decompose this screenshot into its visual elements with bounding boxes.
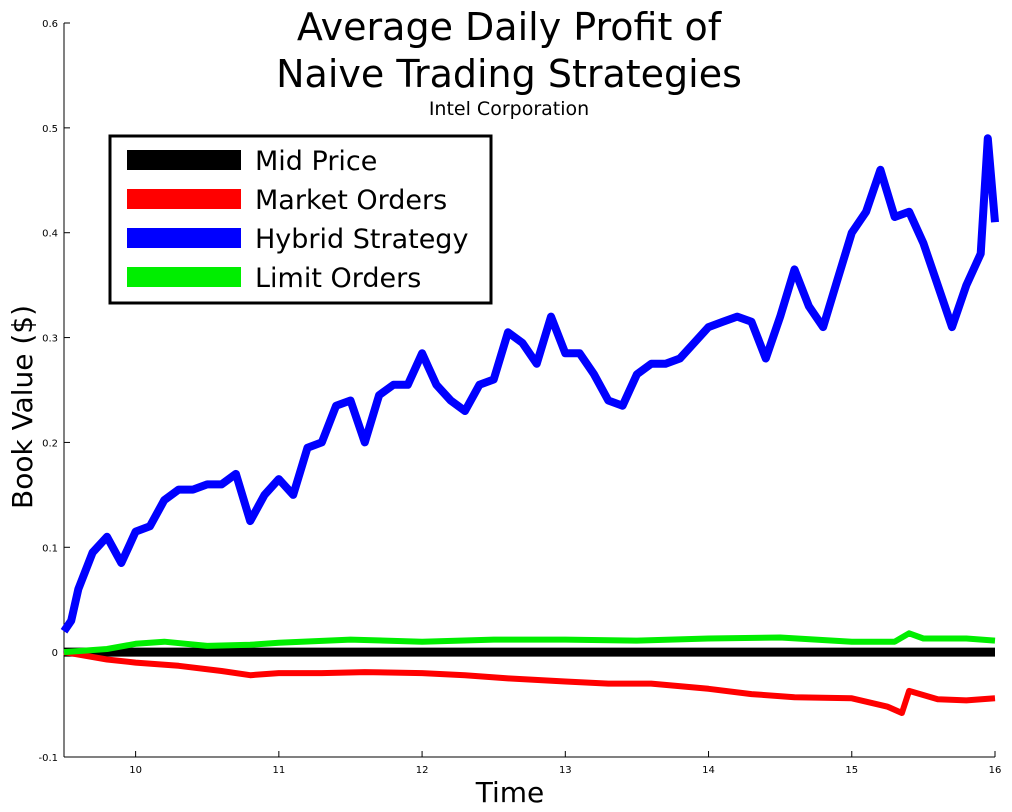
y-tick-label: 0.3 — [42, 334, 58, 345]
legend-label-mid-price: Mid Price — [255, 146, 377, 177]
y-tick-label: 0.4 — [42, 229, 58, 240]
legend-swatch-mid-price — [127, 150, 241, 170]
series-line-limit-orders — [63, 630, 996, 656]
legend-label-hybrid-strategy: Hybrid Strategy — [255, 224, 468, 255]
x-tick-label: 11 — [272, 765, 285, 776]
chart-title-line2: Naive Trading Strategies — [276, 52, 742, 96]
y-tick-label: 0.1 — [42, 543, 58, 554]
legend-swatch-limit-orders — [127, 267, 241, 287]
y-tick-label: 0 — [52, 648, 58, 659]
series-line-market-orders — [63, 649, 996, 716]
y-tick-label: 0.5 — [42, 124, 58, 135]
y-axis-label: Book Value ($) — [6, 305, 39, 509]
x-ticks: 10 11 12 13 14 15 16 — [129, 751, 1001, 776]
x-tick-label: 12 — [416, 765, 429, 776]
plot-area — [63, 23, 995, 758]
x-tick-label: 16 — [989, 765, 1002, 776]
series-layer — [60, 134, 999, 716]
y-tick-label: 0.6 — [42, 19, 58, 30]
series-line-hybrid-strategy — [60, 134, 999, 634]
legend-label-limit-orders: Limit Orders — [255, 263, 421, 294]
legend: Mid Price Market Orders Hybrid Strategy Lim… — [108, 134, 493, 305]
legend-label-market-orders: Market Orders — [255, 185, 447, 216]
legend-swatch-market-orders — [127, 189, 241, 209]
y-tick-label: -0.1 — [38, 753, 58, 764]
chart-subtitle: Intel Corporation — [429, 98, 589, 120]
x-tick-label: 10 — [129, 765, 142, 776]
x-axis-label: Time — [475, 776, 545, 809]
x-tick-label: 15 — [845, 765, 858, 776]
legend-swatch-hybrid-strategy — [127, 228, 241, 248]
chart-title-line1: Average Daily Profit of — [297, 5, 723, 49]
x-tick-label: 14 — [702, 765, 715, 776]
y-tick-label: 0.2 — [42, 438, 58, 449]
y-ticks: -0.1 0 0.1 0.2 0.3 0.4 0.5 0.6 — [38, 19, 70, 764]
x-tick-label: 13 — [559, 765, 572, 776]
